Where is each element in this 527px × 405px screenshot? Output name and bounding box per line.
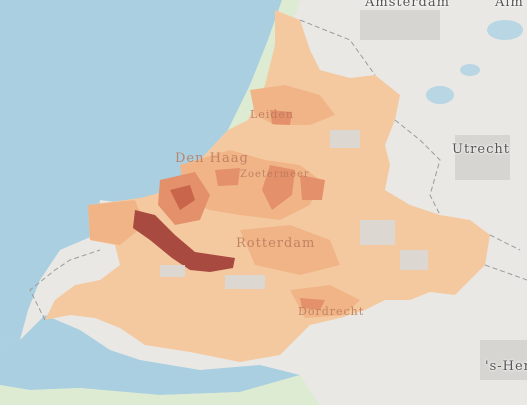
region[interactable] bbox=[215, 168, 240, 186]
region[interactable] bbox=[300, 175, 325, 200]
north-sea bbox=[0, 0, 282, 345]
region[interactable] bbox=[180, 150, 320, 220]
urban-area bbox=[400, 250, 428, 270]
province-border bbox=[29, 249, 101, 321]
urban-area bbox=[330, 130, 360, 148]
region[interactable] bbox=[88, 200, 145, 245]
region[interactable] bbox=[290, 285, 360, 318]
urban-area bbox=[480, 340, 527, 380]
urban-area bbox=[225, 275, 265, 289]
lake bbox=[487, 20, 523, 40]
urban-area bbox=[360, 220, 395, 245]
region[interactable] bbox=[170, 185, 195, 210]
region[interactable] bbox=[240, 225, 340, 275]
urban-area bbox=[160, 265, 185, 277]
urban-area bbox=[360, 10, 440, 40]
region[interactable] bbox=[300, 298, 325, 310]
region[interactable] bbox=[270, 110, 292, 125]
lake bbox=[426, 86, 454, 104]
southern-estuary bbox=[0, 315, 300, 395]
region[interactable] bbox=[262, 165, 295, 210]
urban-area bbox=[455, 135, 510, 180]
region-port-rotterdam[interactable] bbox=[133, 210, 235, 272]
lake bbox=[460, 64, 480, 76]
zeeland-land bbox=[0, 375, 320, 405]
province-border bbox=[299, 19, 527, 281]
